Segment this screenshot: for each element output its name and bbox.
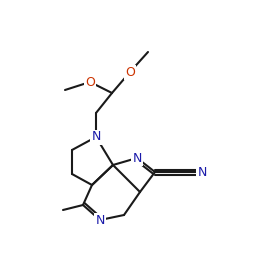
Text: N: N xyxy=(197,165,207,178)
Text: N: N xyxy=(132,152,142,164)
Text: N: N xyxy=(91,131,101,143)
Text: O: O xyxy=(85,76,95,89)
Text: O: O xyxy=(125,65,135,78)
Text: N: N xyxy=(95,214,105,227)
